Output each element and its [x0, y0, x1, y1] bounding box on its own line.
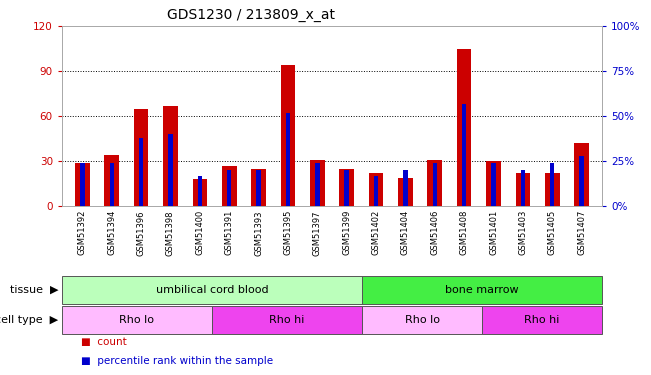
Text: GSM51398: GSM51398 — [166, 210, 175, 256]
Text: GSM51404: GSM51404 — [401, 210, 410, 255]
Bar — [574, 143, 589, 206]
Bar — [62, 276, 362, 304]
Bar — [362, 306, 482, 334]
Bar — [516, 173, 530, 206]
Bar — [339, 169, 354, 206]
Text: Rho lo: Rho lo — [119, 315, 154, 325]
Text: GSM51403: GSM51403 — [518, 210, 527, 255]
Bar — [362, 276, 602, 304]
Bar — [374, 176, 378, 206]
Text: Rho hi: Rho hi — [270, 315, 305, 325]
Bar — [109, 163, 114, 206]
Text: ■  count: ■ count — [81, 338, 127, 348]
Text: GSM51400: GSM51400 — [195, 210, 204, 255]
Bar — [163, 106, 178, 206]
Bar — [75, 163, 90, 206]
Text: GSM51394: GSM51394 — [107, 210, 117, 255]
Text: GSM51399: GSM51399 — [342, 210, 351, 255]
Text: GSM51395: GSM51395 — [283, 210, 292, 255]
Bar — [193, 179, 207, 206]
Bar — [428, 160, 442, 206]
Bar — [398, 178, 413, 206]
Bar — [368, 173, 383, 206]
Bar — [62, 306, 212, 334]
Text: ■  percentile rank within the sample: ■ percentile rank within the sample — [81, 356, 273, 366]
Text: Rho lo: Rho lo — [404, 315, 439, 325]
Bar — [80, 163, 85, 206]
Bar — [222, 166, 236, 206]
Bar — [251, 169, 266, 206]
Text: cell type  ▶: cell type ▶ — [0, 315, 59, 325]
Text: GSM51392: GSM51392 — [78, 210, 87, 255]
Bar — [579, 156, 584, 206]
Bar — [281, 65, 296, 206]
Text: GSM51407: GSM51407 — [577, 210, 586, 255]
Bar — [227, 170, 232, 206]
Text: GSM51406: GSM51406 — [430, 210, 439, 255]
Text: tissue  ▶: tissue ▶ — [10, 285, 59, 295]
Bar — [432, 163, 437, 206]
Text: GSM51401: GSM51401 — [489, 210, 498, 255]
Text: GSM51393: GSM51393 — [254, 210, 263, 256]
Bar — [486, 161, 501, 206]
Bar — [315, 163, 320, 206]
Text: GDS1230 / 213809_x_at: GDS1230 / 213809_x_at — [167, 9, 335, 22]
Bar — [492, 163, 495, 206]
Bar — [344, 170, 349, 206]
Text: umbilical cord blood: umbilical cord blood — [156, 285, 268, 295]
Bar — [310, 160, 325, 206]
Bar — [169, 134, 173, 206]
Bar — [462, 104, 466, 206]
Bar — [403, 170, 408, 206]
Text: GSM51396: GSM51396 — [137, 210, 146, 256]
Bar — [457, 49, 471, 206]
Text: GSM51405: GSM51405 — [547, 210, 557, 255]
Bar — [286, 112, 290, 206]
Bar — [198, 176, 202, 206]
Text: GSM51397: GSM51397 — [313, 210, 322, 256]
Bar — [104, 155, 119, 206]
Bar — [482, 306, 602, 334]
Bar — [545, 173, 560, 206]
Text: GSM51408: GSM51408 — [460, 210, 469, 255]
Bar — [521, 170, 525, 206]
Bar — [139, 138, 143, 206]
Text: GSM51402: GSM51402 — [372, 210, 381, 255]
Bar — [134, 109, 148, 206]
Bar — [212, 306, 362, 334]
Text: bone marrow: bone marrow — [445, 285, 519, 295]
Bar — [256, 170, 261, 206]
Text: Rho hi: Rho hi — [525, 315, 560, 325]
Text: GSM51391: GSM51391 — [225, 210, 234, 255]
Bar — [550, 163, 555, 206]
